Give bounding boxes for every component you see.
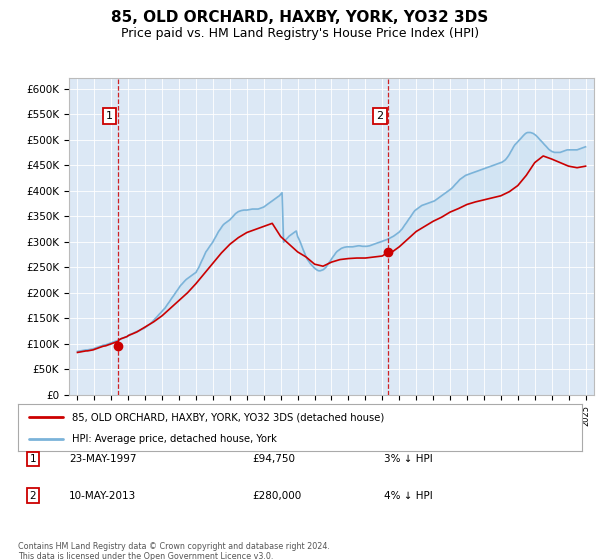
Text: Price paid vs. HM Land Registry's House Price Index (HPI): Price paid vs. HM Land Registry's House … bbox=[121, 27, 479, 40]
Text: 85, OLD ORCHARD, HAXBY, YORK, YO32 3DS (detached house): 85, OLD ORCHARD, HAXBY, YORK, YO32 3DS (… bbox=[71, 412, 384, 422]
Text: 1: 1 bbox=[29, 454, 37, 464]
Text: 3% ↓ HPI: 3% ↓ HPI bbox=[384, 454, 433, 464]
Text: 2: 2 bbox=[29, 491, 37, 501]
Text: 85, OLD ORCHARD, HAXBY, YORK, YO32 3DS: 85, OLD ORCHARD, HAXBY, YORK, YO32 3DS bbox=[112, 10, 488, 25]
Text: 4% ↓ HPI: 4% ↓ HPI bbox=[384, 491, 433, 501]
Text: 2: 2 bbox=[376, 111, 383, 120]
Text: £94,750: £94,750 bbox=[252, 454, 295, 464]
Text: £280,000: £280,000 bbox=[252, 491, 301, 501]
Text: HPI: Average price, detached house, York: HPI: Average price, detached house, York bbox=[71, 434, 277, 444]
Text: 10-MAY-2013: 10-MAY-2013 bbox=[69, 491, 136, 501]
Text: Contains HM Land Registry data © Crown copyright and database right 2024.
This d: Contains HM Land Registry data © Crown c… bbox=[18, 542, 330, 560]
Text: 1: 1 bbox=[106, 111, 113, 120]
Text: 23-MAY-1997: 23-MAY-1997 bbox=[69, 454, 137, 464]
